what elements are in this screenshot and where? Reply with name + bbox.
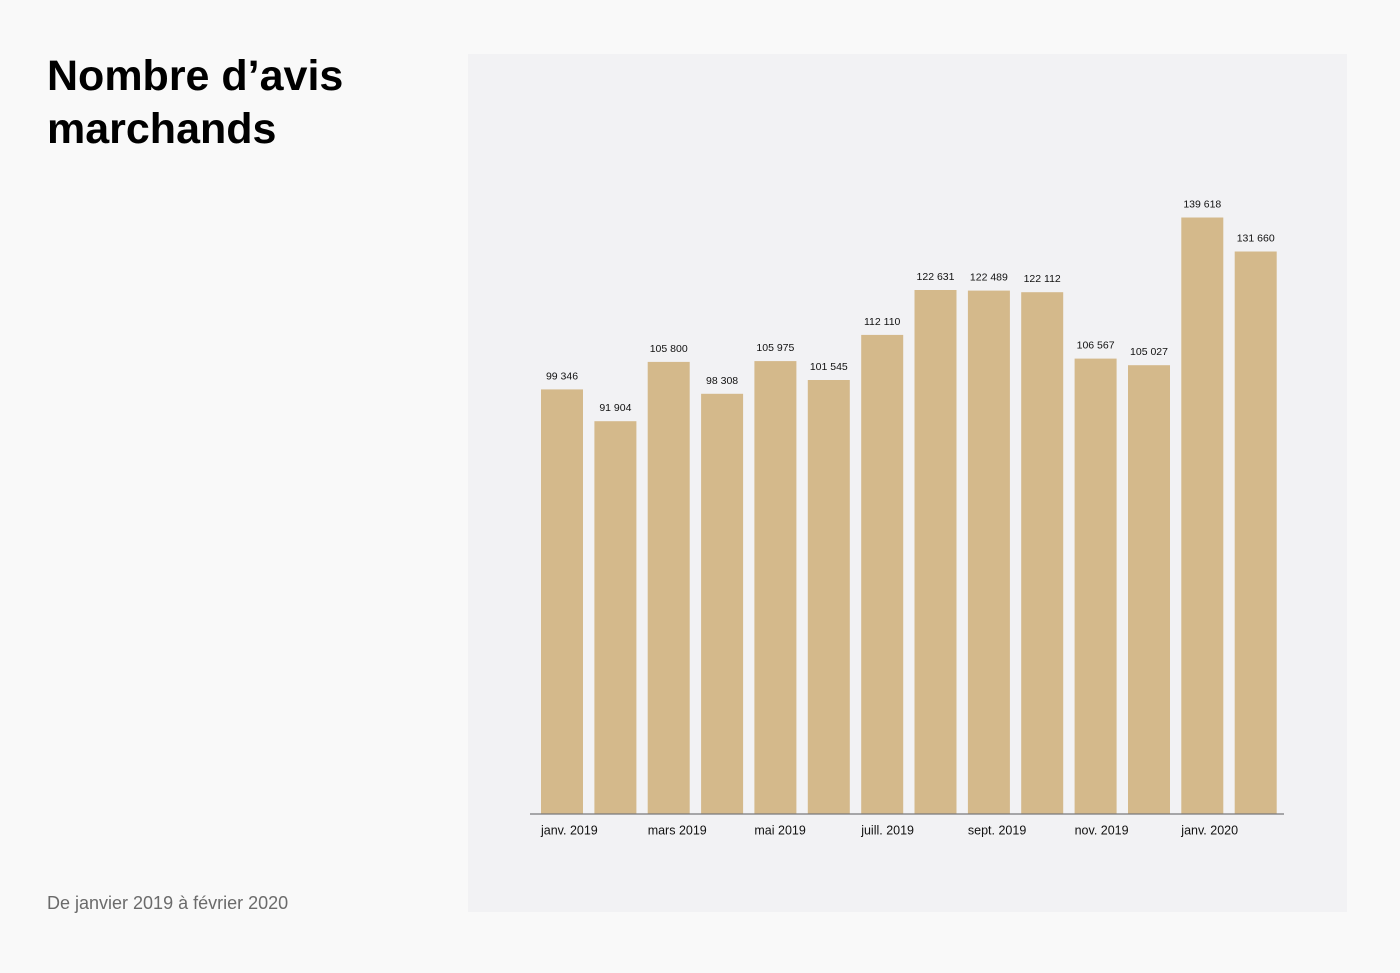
x-tick-label: sept. 2019	[968, 824, 1026, 838]
bars-layer	[541, 217, 1277, 814]
bar-value-label: 122 489	[970, 272, 1008, 284]
bar-value-label: 131 660	[1237, 233, 1275, 245]
bar	[541, 389, 583, 814]
x-tick-label: juill. 2019	[860, 824, 914, 838]
bar	[807, 380, 850, 814]
bar-chart: 99 346 91 904 105 800 98 308 105 975 101 545 1…	[530, 199, 1284, 838]
bar-value-label: 112 110	[864, 316, 901, 328]
bar-value-label: 105 975	[756, 342, 794, 354]
bar-value-label: 91 904	[599, 402, 631, 414]
bar	[1181, 217, 1224, 814]
value-labels-layer: 99 346 91 904 105 800 98 308 105 975 101 545 1…	[546, 199, 1275, 415]
bar	[1074, 358, 1117, 814]
bar	[1128, 365, 1170, 814]
chart-title: Nombre d’avis marchands	[47, 52, 344, 153]
bar	[647, 361, 690, 814]
x-axis-tick-labels: janv. 2019 mars 2019 mai 2019 juill. 2019 se…	[540, 824, 1238, 838]
bar	[754, 361, 797, 814]
x-tick-label: mars 2019	[648, 824, 707, 838]
bar-value-label: 122 631	[917, 271, 955, 283]
bar-value-label: 105 027	[1130, 346, 1168, 358]
bar	[594, 421, 637, 814]
chart-panel: 99 346 91 904 105 800 98 308 105 975 101 545 1…	[468, 54, 1347, 912]
x-tick-label: nov. 2019	[1075, 824, 1129, 838]
bar	[1021, 292, 1064, 814]
bar-value-label: 99 346	[546, 370, 578, 382]
chart-subtitle: De janvier 2019 à février 2020	[47, 893, 289, 913]
bar-value-label: 139 618	[1183, 199, 1221, 211]
bar-value-label: 122 112	[1024, 273, 1061, 285]
bar	[967, 290, 1010, 814]
bar-value-label: 101 545	[810, 361, 848, 373]
bar	[701, 393, 744, 814]
x-tick-label: janv. 2019	[540, 824, 598, 838]
bar-value-label: 106 567	[1077, 340, 1115, 352]
bar	[861, 334, 904, 814]
bar-value-label: 98 308	[706, 375, 738, 387]
bar-value-label: 105 800	[650, 343, 688, 355]
x-tick-label: janv. 2020	[1180, 824, 1238, 838]
bar	[914, 290, 957, 814]
x-tick-label: mai 2019	[754, 824, 805, 838]
bar	[1234, 251, 1277, 814]
